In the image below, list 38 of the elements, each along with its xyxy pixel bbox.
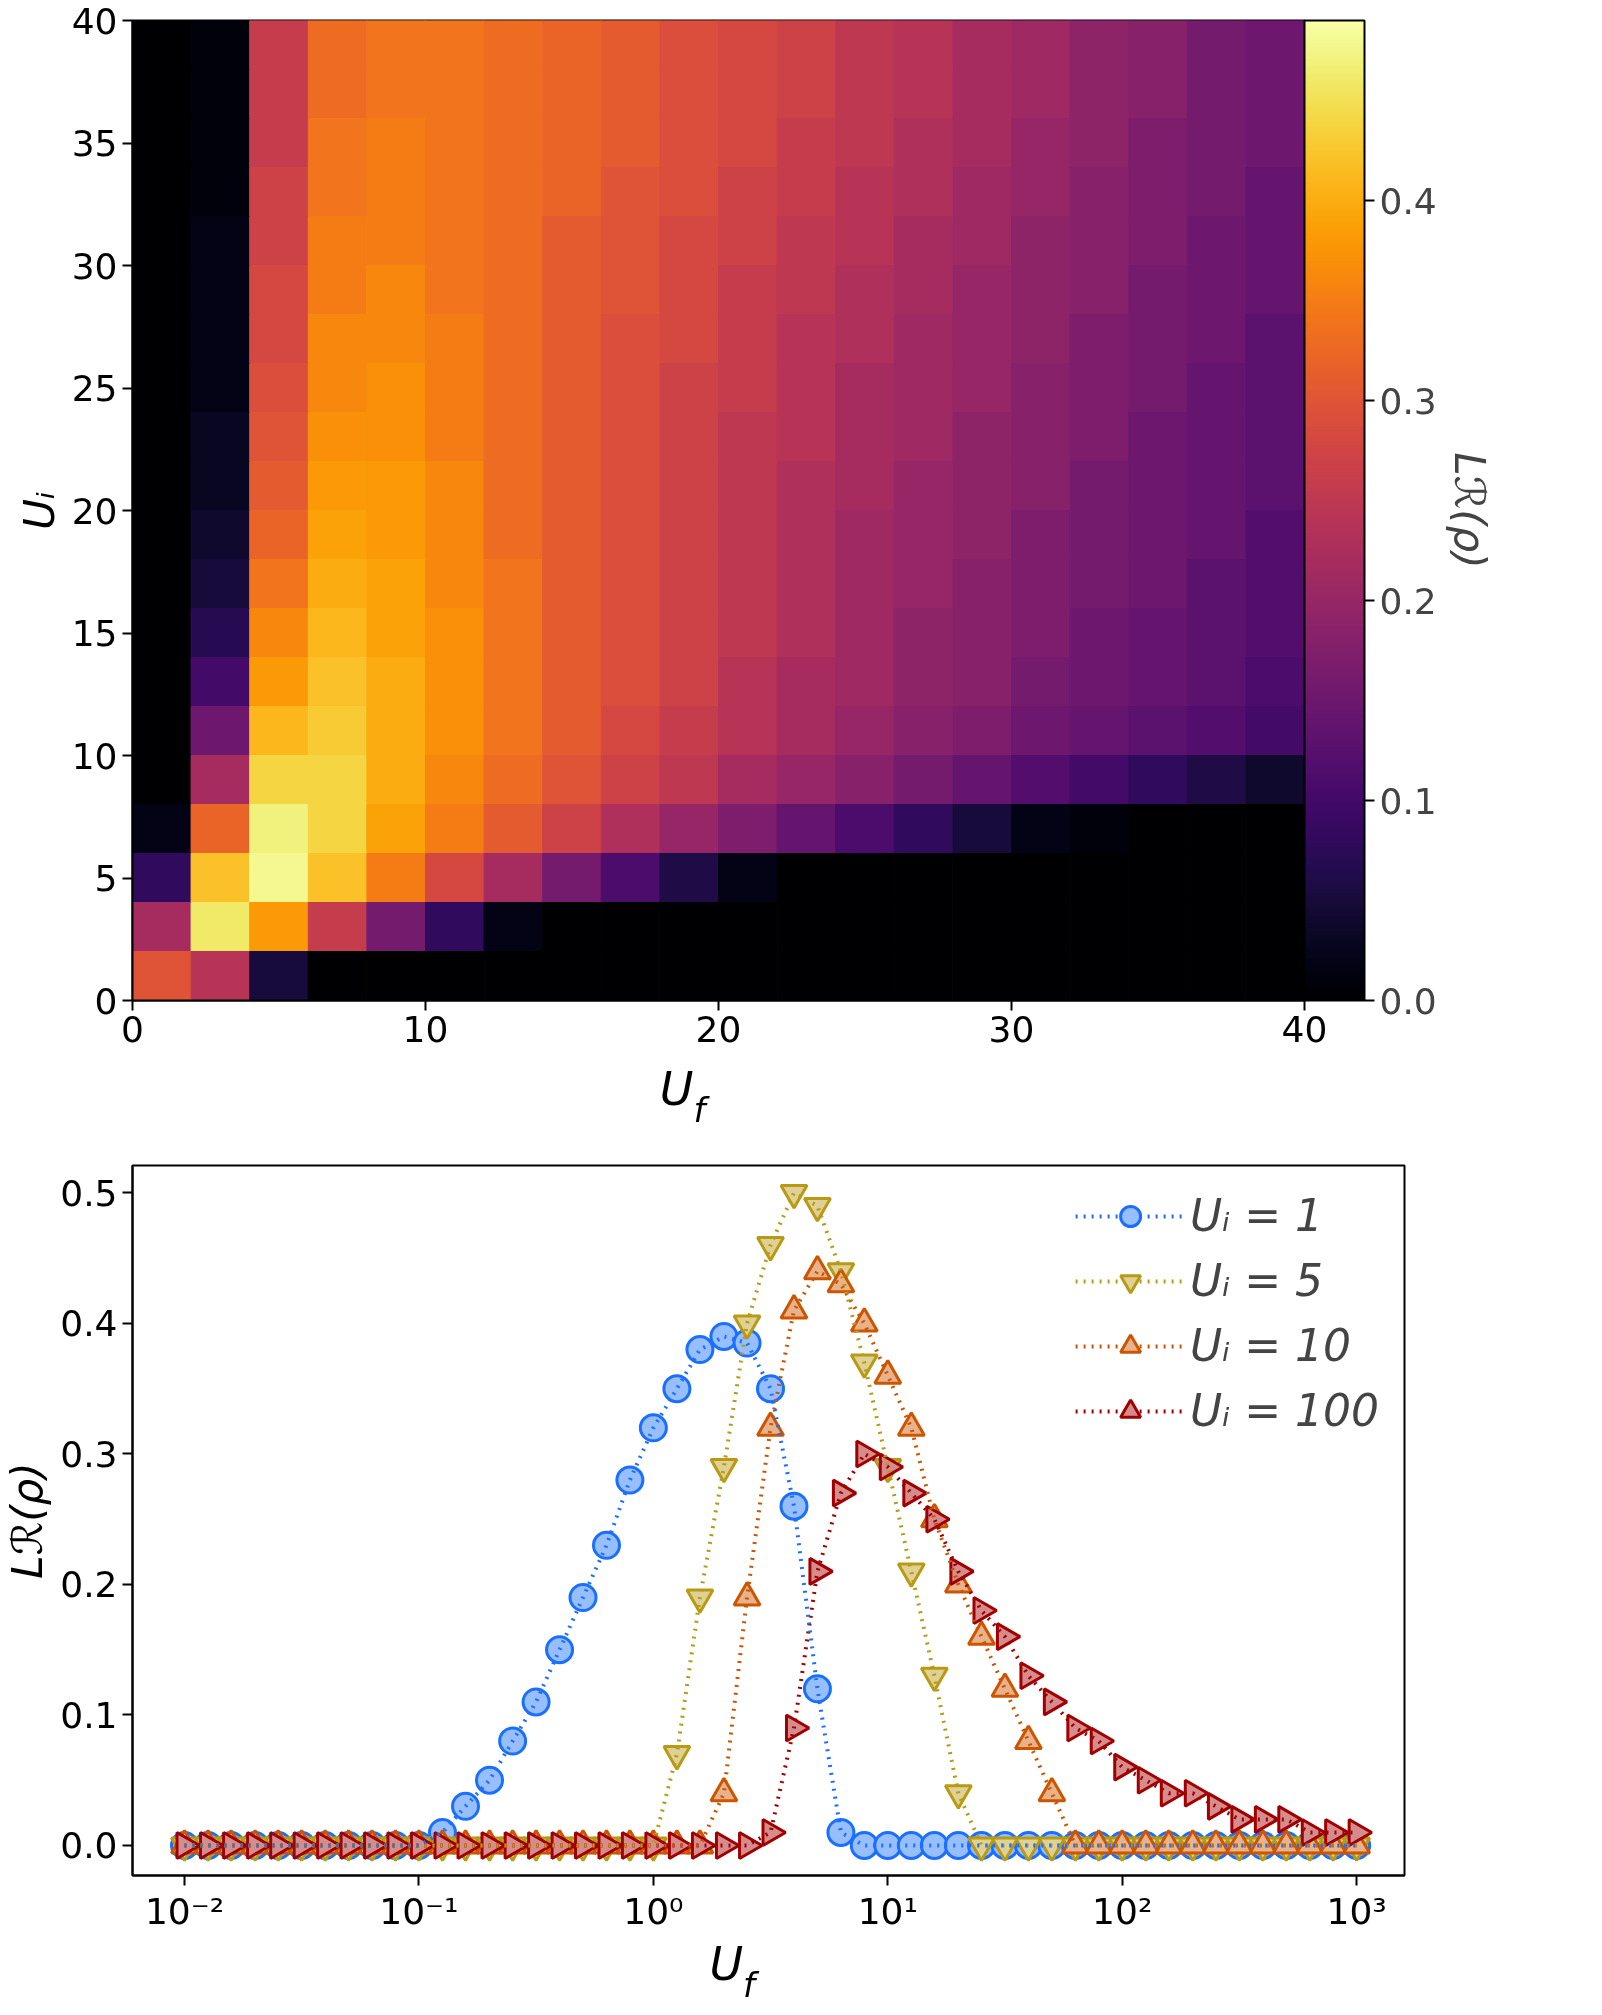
x-tick-label: 10⁻² <box>144 1890 225 1932</box>
y-tick-label: 30 <box>71 245 118 287</box>
y-tick-label: 0.1 <box>60 1694 118 1736</box>
color-bar-label: 0.4 <box>1379 180 1437 222</box>
y-tick-label: 35 <box>71 123 118 164</box>
legend-label: Uᵢ = 1 <box>1190 1190 1324 1241</box>
x-tick-label: 30 <box>988 1008 1035 1050</box>
y-tick-label: 0.0 <box>60 1825 118 1867</box>
legend-label: Uᵢ = 10 <box>1190 1320 1352 1371</box>
x-tick-label: 10⁰ <box>623 1890 684 1932</box>
legend-label: Uᵢ = 5 <box>1190 1255 1324 1306</box>
x-tick-label: 40 <box>1281 1008 1328 1050</box>
x-tick-label: 10³ <box>1326 1890 1387 1932</box>
x-tick-label: 10⁻¹ <box>379 1890 459 1932</box>
y-tick-label: 0.3 <box>60 1433 118 1475</box>
y-axis-title: Lℛ(ρ) <box>3 1462 53 1579</box>
y-tick-label: 0.5 <box>60 1172 118 1214</box>
color-bar-label: 0.3 <box>1379 380 1437 422</box>
y-tick-label: 5 <box>94 858 118 899</box>
x-tick-label: 10 <box>402 1008 449 1050</box>
color-bar-title: Lℛ(ρ) <box>1444 452 1494 569</box>
y-tick-label: 40 <box>71 0 118 42</box>
x-tick-label: 10² <box>1092 1890 1153 1932</box>
y-tick-label: 15 <box>71 613 118 654</box>
y-axis-title: Uᵢ <box>14 491 64 530</box>
legend-label: Uᵢ = 100 <box>1190 1385 1379 1436</box>
x-tick-label: 0 <box>121 1008 144 1050</box>
y-tick-label: 25 <box>71 368 118 409</box>
y-tick-label: 0 <box>94 980 118 1022</box>
y-tick-label: 0.4 <box>60 1303 118 1345</box>
x-tick-label: 20 <box>695 1008 742 1050</box>
color-bar-label: 0.1 <box>1379 780 1437 822</box>
y-tick-label: 20 <box>71 490 118 532</box>
y-tick-label: 10 <box>71 735 118 777</box>
y-tick-label: 0.2 <box>60 1564 118 1606</box>
color-bar-label: 0.2 <box>1379 580 1437 622</box>
x-tick-label: 10¹ <box>857 1890 918 1932</box>
color-bar-label: 0.0 <box>1379 980 1437 1022</box>
